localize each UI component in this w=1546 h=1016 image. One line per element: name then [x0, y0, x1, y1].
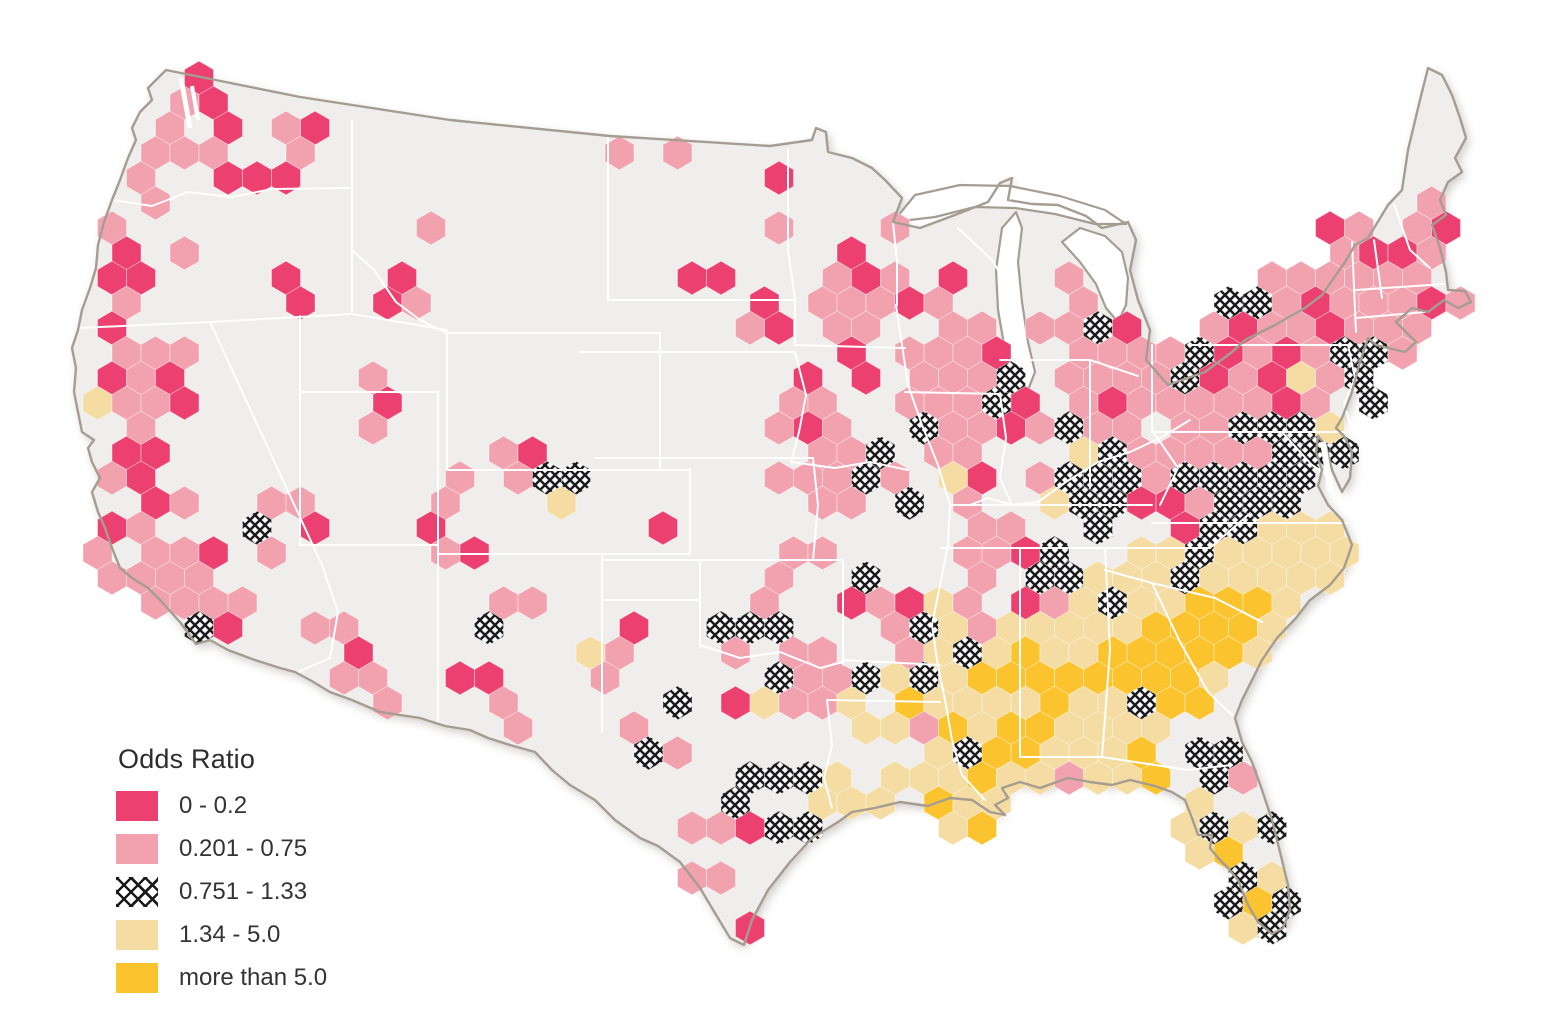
hex-bin-cat5: [1141, 760, 1171, 796]
hex-bin-cat2: [140, 185, 171, 221]
hex-bin-cat1: [169, 385, 200, 421]
legend-title: Odds Ratio: [118, 744, 256, 774]
lake-huron: [1060, 226, 1130, 324]
hex-bin-cat5: [967, 810, 997, 846]
hex-bin-cat1: [213, 610, 243, 646]
hex-bin-cat2: [1228, 760, 1258, 796]
hex-bin-cat2: [604, 135, 635, 171]
hex-bin-cat2: [416, 210, 446, 246]
legend-swatch-4: [116, 920, 158, 950]
legend-item: 1.34 - 5.0: [116, 920, 327, 950]
hex-bin-cat1: [648, 510, 678, 546]
legend-swatch-1: [116, 791, 158, 821]
legend-item: 0.751 - 1.33: [116, 877, 327, 907]
legend: Odds Ratio 0 - 0.2 0.201 - 0.75 0.751 - 1.…: [116, 744, 327, 1006]
legend-label: more than 5.0: [179, 964, 328, 991]
hex-bin-cat2: [706, 860, 736, 896]
hex-bin-cat1: [851, 360, 881, 396]
hex-bin-cat1: [764, 160, 794, 196]
hex-bin-cat2: [256, 535, 287, 571]
hex-bin-cat1: [706, 260, 736, 296]
legend-swatch-2: [116, 834, 158, 864]
hex-bin-cat4: [546, 485, 577, 521]
legend-label: 1.34 - 5.0: [179, 921, 281, 948]
legend-item: 0.201 - 0.75: [116, 834, 327, 864]
hex-bin-cat3: [1083, 510, 1113, 546]
legend-item: 0 - 0.2: [116, 791, 327, 821]
coast-detail: [178, 77, 1334, 493]
us-coastline: [70, 66, 1473, 947]
hex-bin-cat2: [358, 410, 388, 446]
hex-bin-cat2: [836, 485, 867, 521]
hex-bin-cat3: [1257, 810, 1287, 846]
hex-bin-cat3: [894, 485, 925, 521]
hex-bin-cat2: [517, 585, 548, 621]
legend-swatch-3: [116, 877, 158, 907]
state-borders: [77, 119, 1445, 809]
hex-bin-cat4: [1315, 560, 1345, 596]
legend-items: 0 - 0.2 0.201 - 0.75 0.751 - 1.33 1.34 - 5.…: [116, 791, 327, 993]
hex-bin-cat3: [662, 685, 693, 721]
legend-item: more than 5.0: [116, 963, 327, 993]
hex-bin-cat2: [662, 135, 693, 171]
hex-bin-cat5: [1184, 685, 1215, 721]
legend-label: 0.751 - 1.33: [179, 878, 308, 905]
hex-bin-cat2: [764, 210, 794, 246]
hex-bin-cat4: [865, 785, 896, 821]
legend-swatch-5: [116, 963, 158, 993]
hex-bin-cat1: [271, 160, 301, 196]
hex-bin-cat2: [169, 485, 200, 521]
legend-label: 0.201 - 0.75: [179, 835, 308, 862]
hex-bin-cat2: [169, 235, 200, 271]
hex-bin-cat2: [1387, 335, 1418, 371]
hex-bin-cat3: [1358, 385, 1389, 421]
hex-bin-cat2: [720, 635, 751, 671]
hex-bin-cat2: [662, 735, 693, 771]
hex-bin-cat2: [503, 710, 533, 746]
hex-bin-cat1: [764, 310, 794, 346]
legend-label: 0 - 0.2: [179, 792, 248, 819]
hex-bin-cat2: [590, 660, 620, 696]
hex-bin-cat3: [474, 610, 504, 646]
